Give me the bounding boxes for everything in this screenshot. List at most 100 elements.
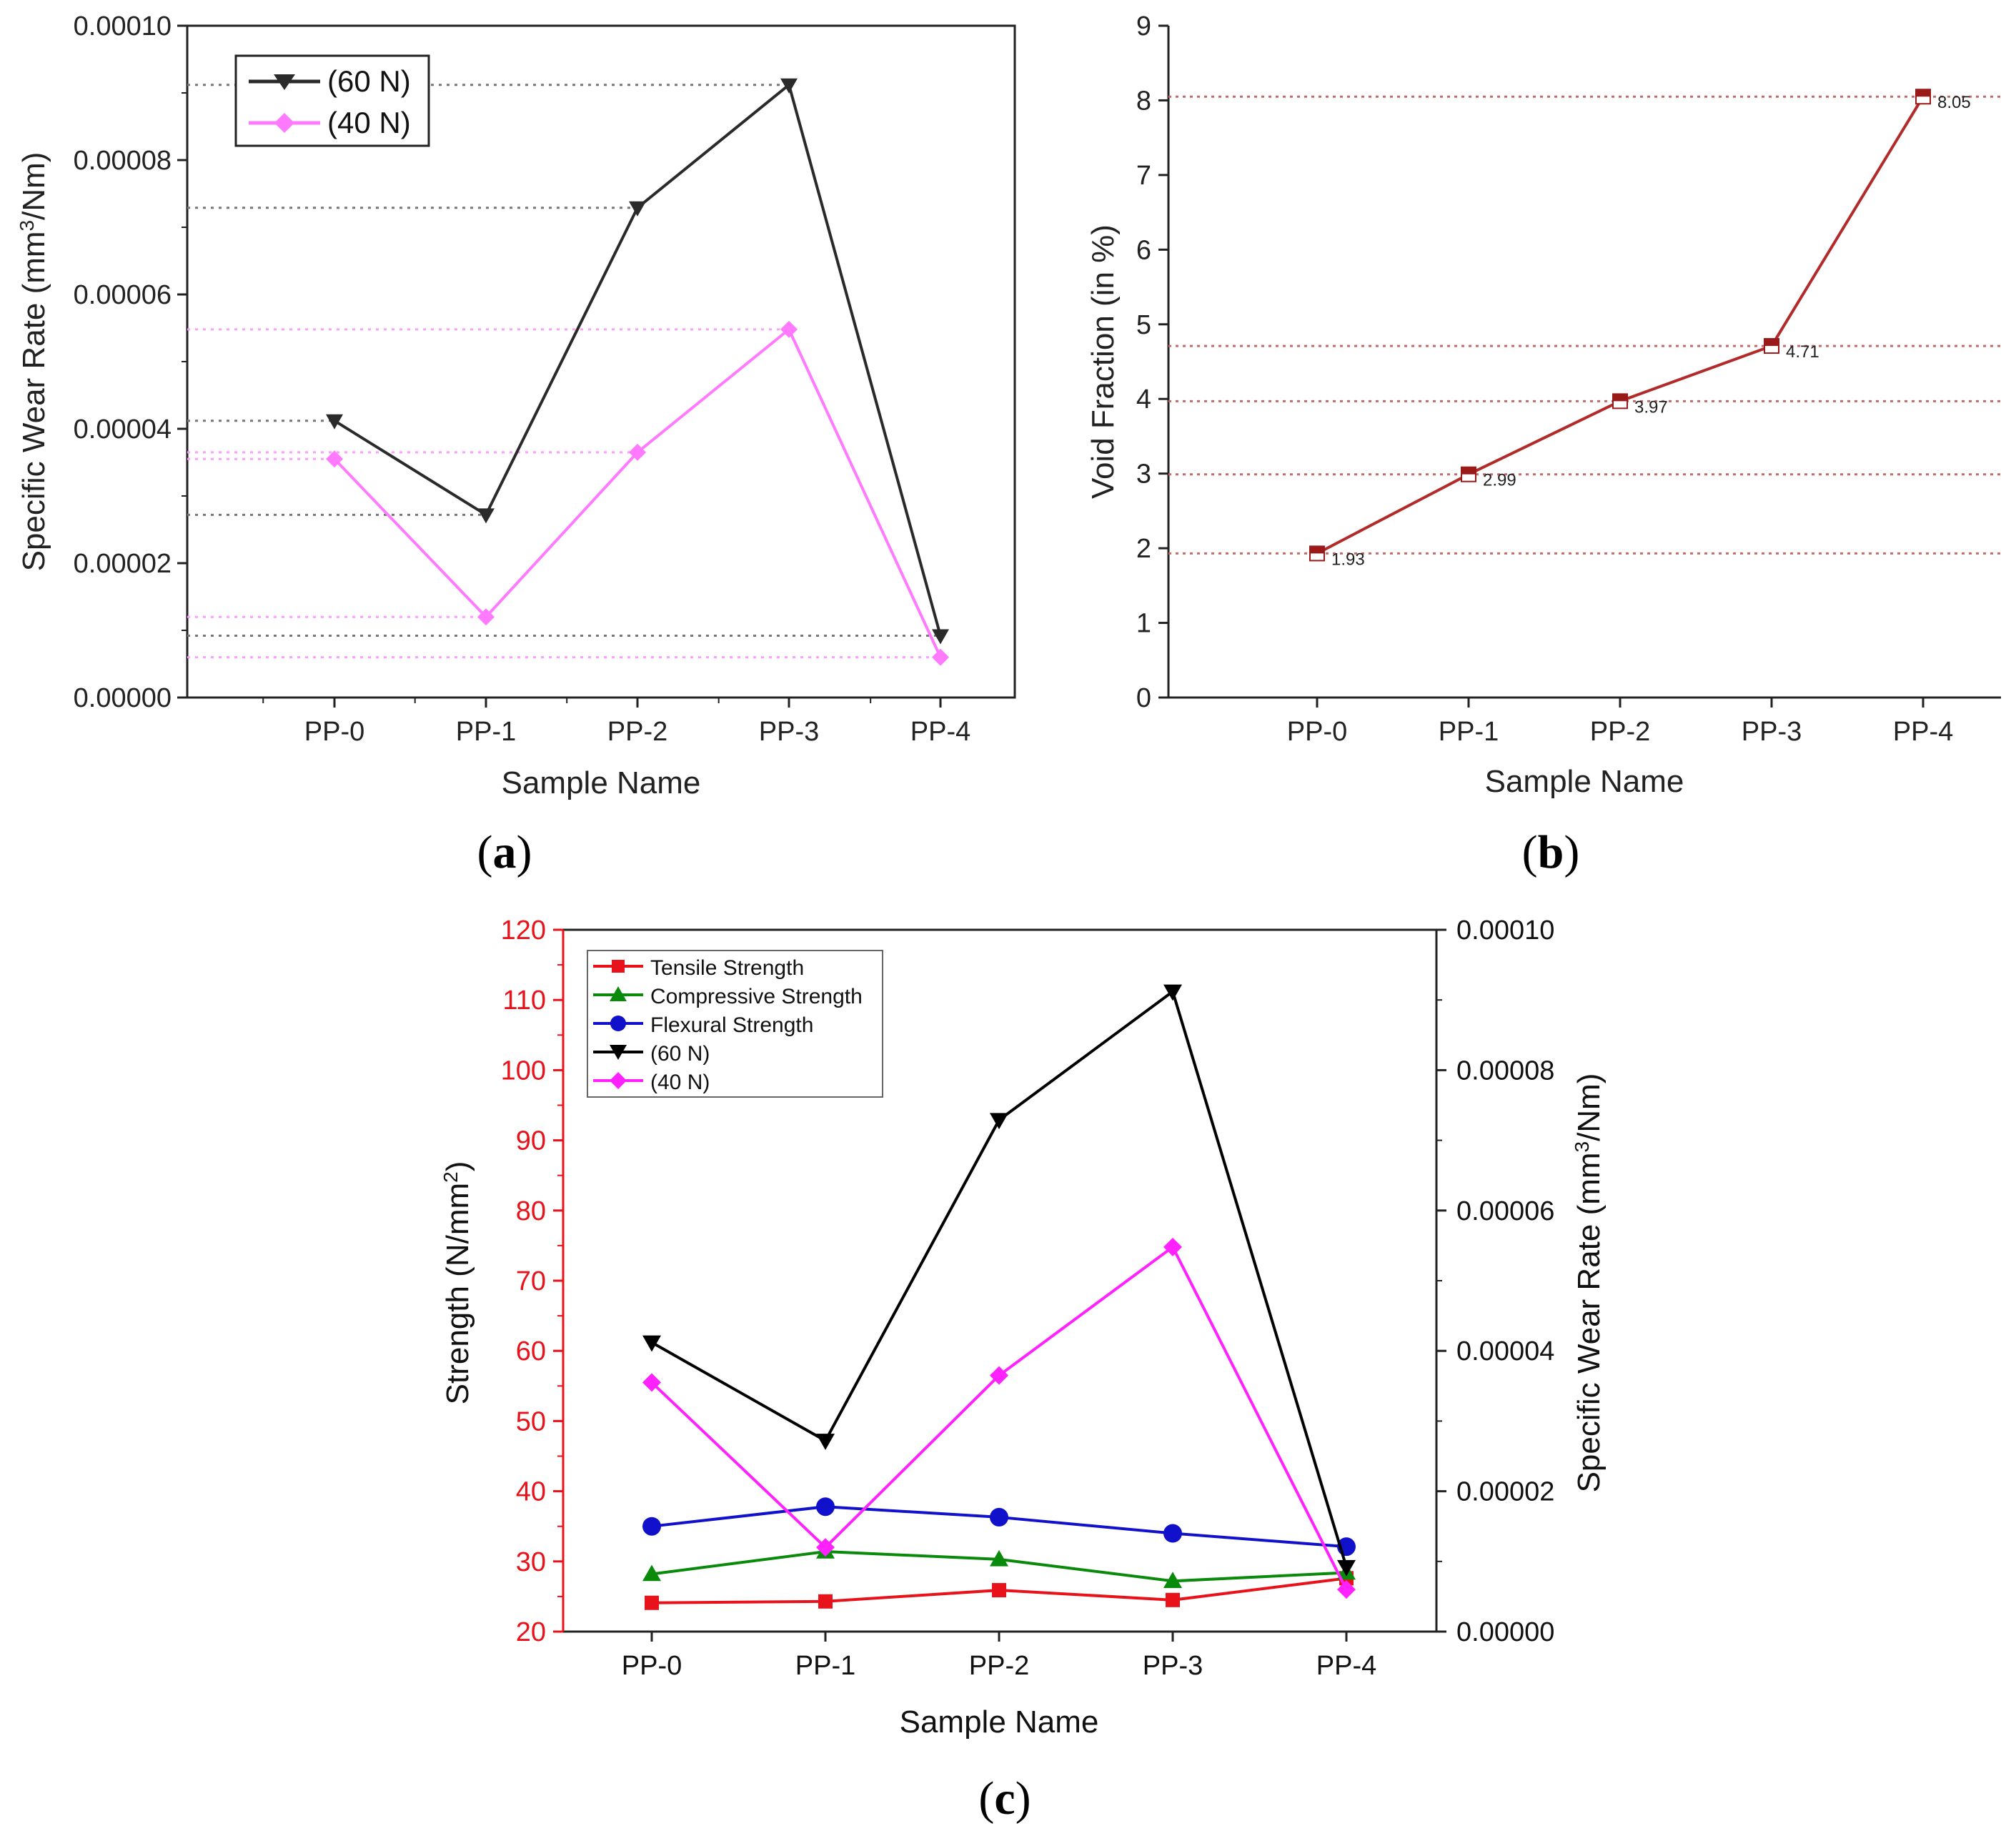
chart-c-right-tick-label-0: 0.00000 (1456, 1617, 1554, 1647)
chart-b-x-tick-label-1: PP-1 (1439, 717, 1499, 747)
chart-c-point-40-n-1 (816, 1538, 835, 1557)
chart-c-right-tick-label-1: 0.00002 (1456, 1477, 1554, 1507)
chart-c-left-axis-title: Strength (N/mm2) (440, 1161, 476, 1405)
chart-a-y-tick-label-3: 0.00006 (74, 280, 172, 310)
chart-c-left-tick-label-8: 100 (501, 1056, 546, 1086)
panel-a-label: (a) (477, 826, 532, 878)
chart-c-x-tick-label-2: PP-2 (969, 1651, 1029, 1681)
chart-c-point-60-n-2 (990, 1113, 1008, 1130)
chart-c-point-tensile-strength-3 (1166, 1592, 1180, 1607)
chart-c-left-tick-label-3: 50 (516, 1406, 546, 1436)
chart-a: 0.00000 0.00002 0.00004 0.00006 0.00008 0.000… (16, 11, 1016, 878)
chart-c-legend: Tensile Strength Compressive Strength Fl… (587, 950, 883, 1098)
chart-c-point-tensile-strength-2 (992, 1583, 1006, 1598)
chart-c-x-tick-label-4: PP-4 (1316, 1651, 1376, 1681)
chart-c-right-ticks: 0.00000 0.00002 0.00004 0.00006 0.00008 0.000… (1436, 915, 1554, 1647)
chart-a-x-tick-label-1: PP-1 (456, 717, 516, 747)
chart-b-point-2 (1612, 393, 1628, 410)
chart-b-reference-lines (1168, 95, 2001, 555)
chart-a-point-40-n-4 (932, 648, 949, 666)
chart-a-x-tick-label-4: PP-4 (910, 717, 970, 747)
legend-c-tensile-marker (612, 960, 625, 973)
chart-b-y-tick-label-4: 4 (1136, 384, 1151, 415)
chart-a-y-tick-label-4: 0.00008 (74, 146, 172, 176)
chart-c-point-40-n-3 (1163, 1237, 1182, 1256)
chart-b-y-tick-label-0: 0 (1136, 683, 1151, 713)
chart-a-x-tick-label-0: PP-0 (304, 717, 364, 747)
panel-b-label: (b) (1522, 826, 1580, 878)
legend-c-compressive-marker (610, 986, 627, 1001)
chart-c-left-tick-label-7: 90 (516, 1126, 546, 1156)
chart-c-x-tick-label-3: PP-3 (1143, 1651, 1203, 1681)
chart-a-point-60-n-4 (932, 629, 949, 645)
chart-b-point-0-fill (1310, 546, 1324, 554)
legend-a-40n-label: (40 N) (327, 106, 411, 139)
chart-b-point-0 (1309, 545, 1325, 562)
legend-c-40n-marker (610, 1072, 627, 1089)
chart-c-left-tick-label-0: 20 (516, 1617, 546, 1647)
chart-a-x-tick-label-3: PP-3 (759, 717, 819, 747)
chart-c-right-tick-label-5: 0.00010 (1456, 915, 1554, 946)
chart-a-y-tick-label-0: 0.00000 (74, 683, 172, 713)
chart-b-x-tick-label-2: PP-2 (1590, 717, 1650, 747)
chart-b-y-tick-label-7: 7 (1136, 161, 1151, 191)
chart-c-x-tick-label-1: PP-1 (795, 1651, 855, 1681)
chart-a-x-tick-label-2: PP-2 (607, 717, 667, 747)
chart-c-point-60-n-0 (642, 1335, 661, 1352)
chart-b: 0 1 2 3 4 5 6 7 8 9 PP-0 PP-1 PP-2 PP-3 PP-4 1.93 2.99… (1086, 11, 2001, 878)
chart-c-point-flexural-strength-3 (1163, 1524, 1182, 1543)
legend-c-60n-marker (610, 1045, 627, 1060)
chart-b-y-tick-label-3: 3 (1136, 460, 1151, 490)
chart-c-left-ticks: 20 30 40 50 60 70 80 90 100 110 120 (501, 915, 563, 1647)
chart-b-point-4-fill (1916, 89, 1930, 97)
chart-b-line-void-fraction (1316, 96, 1925, 555)
chart-c: 20 30 40 50 60 70 80 90 100 110 120 0.00000 0.00002… (440, 915, 1607, 1825)
chart-c-x-axis-title: Sample Name (900, 1704, 1099, 1740)
chart-c-point-flexural-strength-1 (816, 1497, 835, 1517)
chart-b-y-tick-label-6: 6 (1136, 235, 1151, 265)
chart-b-y-tick-label-8: 8 (1136, 86, 1151, 116)
legend-c-60n-label: (60 N) (650, 1042, 710, 1066)
chart-b-y-tick-label-2: 2 (1136, 534, 1151, 564)
legend-c-tensile-label: Tensile Strength (650, 956, 804, 980)
chart-b-point-1 (1461, 466, 1476, 482)
chart-c-point-tensile-strength-0 (645, 1595, 659, 1610)
chart-b-data-label-2: 3.97 (1634, 397, 1668, 417)
chart-b-y-axis-title: Void Fraction (in %) (1086, 224, 1121, 499)
chart-b-data-label-1: 2.99 (1483, 471, 1516, 490)
chart-c-point-tensile-strength-1 (818, 1594, 833, 1609)
chart-c-point-40-n-2 (990, 1366, 1008, 1385)
chart-c-point-60-n-1 (816, 1434, 835, 1450)
chart-a-y-tick-label-2: 0.00004 (74, 415, 172, 445)
chart-b-x-ticks: PP-0 PP-1 PP-2 PP-3 PP-4 (1287, 698, 1953, 747)
chart-b-y-tick-label-9: 9 (1136, 11, 1151, 41)
chart-a-x-axis-title: Sample Name (502, 765, 701, 800)
chart-c-point-flexural-strength-0 (642, 1517, 661, 1536)
chart-c-left-tick-label-10: 120 (501, 915, 546, 946)
chart-c-point-flexural-strength-2 (990, 1507, 1008, 1527)
chart-b-point-3-fill (1764, 339, 1779, 347)
chart-b-data-label-3: 4.71 (1786, 342, 1819, 362)
panel-c-label: (c) (978, 1772, 1031, 1825)
chart-a-line-40-n (333, 327, 942, 658)
chart-b-data-label-0: 1.93 (1331, 550, 1365, 569)
chart-c-point-40-n-4 (1337, 1580, 1356, 1599)
chart-c-right-axis-title: Specific Wear Rate (mm3/Nm) (1571, 1073, 1607, 1493)
chart-b-series: 1.93 2.99 3.97 4.71 8.05 (1309, 89, 1971, 569)
chart-c-right-tick-label-3: 0.00006 (1456, 1196, 1554, 1226)
legend-c-40n-label: (40 N) (650, 1071, 710, 1094)
chart-b-x-tick-label-3: PP-3 (1742, 717, 1802, 747)
chart-a-reference-lines (187, 84, 940, 659)
chart-c-point-compressive-strength-0 (642, 1564, 661, 1582)
chart-a-legend: (60 N) (40 N) (234, 54, 430, 147)
chart-c-point-40-n-0 (642, 1373, 661, 1392)
chart-a-point-60-n-0 (326, 414, 343, 430)
chart-c-series (642, 984, 1356, 1610)
chart-c-left-tick-label-6: 80 (516, 1196, 546, 1226)
chart-a-y-ticks: 0.00000 0.00002 0.00004 0.00006 0.00008 0.000… (74, 11, 187, 713)
chart-a-point-60-n-2 (629, 201, 646, 217)
legend-c-compressive-label: Compressive Strength (650, 985, 863, 1008)
chart-b-y-ticks: 0 1 2 3 4 5 6 7 8 9 (1136, 11, 1168, 713)
chart-c-right-tick-label-2: 0.00004 (1456, 1336, 1554, 1366)
